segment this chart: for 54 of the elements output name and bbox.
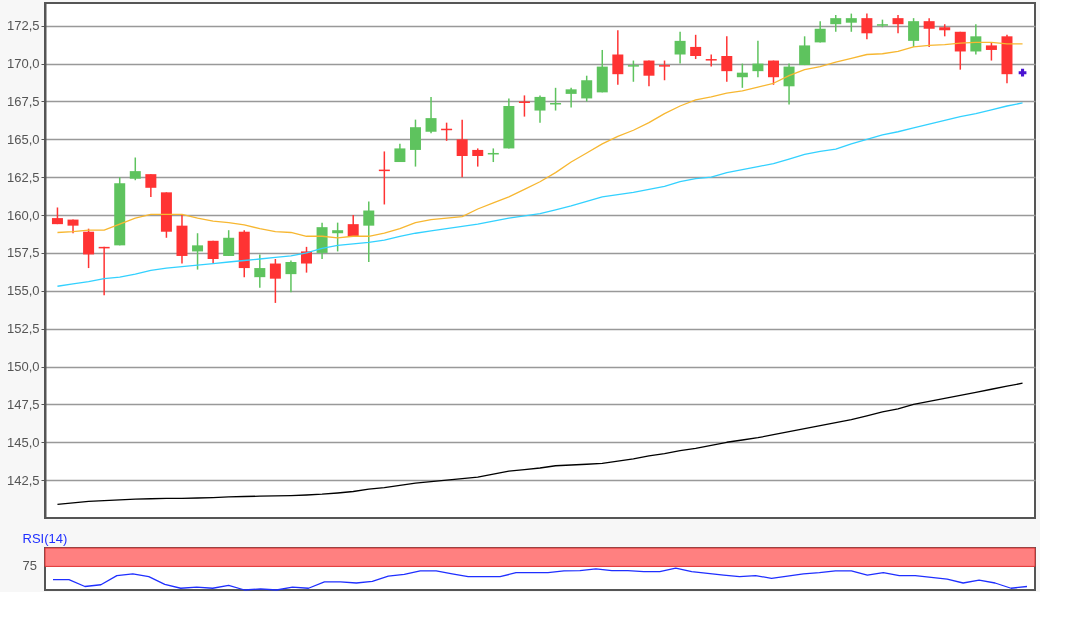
candlestick: [581, 74, 593, 103]
y-tick-label: 167,5: [6, 93, 40, 109]
y-tick-label: 165,0: [6, 131, 40, 147]
candlestick: [285, 259, 297, 294]
candlestick: [970, 23, 982, 56]
candlestick: [627, 59, 639, 83]
candlestick: [565, 87, 577, 109]
y-tick-label: 145,0: [6, 434, 40, 450]
candlestick: [923, 17, 935, 48]
candlestick: [129, 156, 141, 181]
candlestick: [456, 118, 468, 178]
candlestick: [301, 246, 313, 274]
candlestick: [192, 232, 204, 271]
candlestick: [643, 59, 655, 88]
candlestick: [861, 12, 873, 41]
candlestick: [363, 200, 375, 263]
y-tick-label: 157,5: [6, 245, 40, 261]
candlestick: [409, 118, 421, 168]
candlestick: [721, 35, 733, 83]
candlestick: [518, 94, 530, 118]
line-series: [56, 102, 1024, 287]
y-tick-label: 162,5: [6, 169, 40, 185]
candlestick: [83, 227, 95, 269]
candlestick: [892, 14, 904, 35]
candlestick: [659, 59, 671, 81]
line-series: [56, 382, 1024, 506]
y-tick-label: 172,5: [6, 18, 40, 34]
candlestick: [269, 258, 281, 304]
candlestick: [752, 40, 764, 78]
candlestick: [908, 17, 920, 48]
y-tick-label: 170,0: [6, 56, 40, 72]
candlestick: [425, 96, 437, 135]
y-tick-label: 150,0: [6, 359, 40, 375]
candlestick: [332, 221, 344, 253]
candlestick: [254, 253, 266, 289]
candlestick: [145, 173, 157, 198]
candlestick: [705, 53, 717, 68]
y-tick-label: 147,5: [6, 396, 40, 412]
y-tick-label: 142,5: [6, 472, 40, 488]
candlestick: [845, 12, 857, 33]
candlestick: [612, 29, 624, 86]
y-tick-label: 155,0: [6, 283, 40, 299]
y-tick-label: 160,0: [6, 207, 40, 223]
candlestick: [534, 94, 546, 124]
candlestick: [690, 34, 702, 60]
candlestick: [799, 35, 811, 66]
text: 75: [22, 558, 37, 574]
chart-title: RSI(14): [22, 530, 68, 546]
candlestick: [985, 41, 997, 62]
candlestick: [223, 229, 235, 257]
candlestick: [674, 31, 686, 65]
y-tick-label: 152,5: [6, 321, 40, 337]
candlestick: [472, 147, 484, 168]
candlestick: [767, 59, 779, 86]
